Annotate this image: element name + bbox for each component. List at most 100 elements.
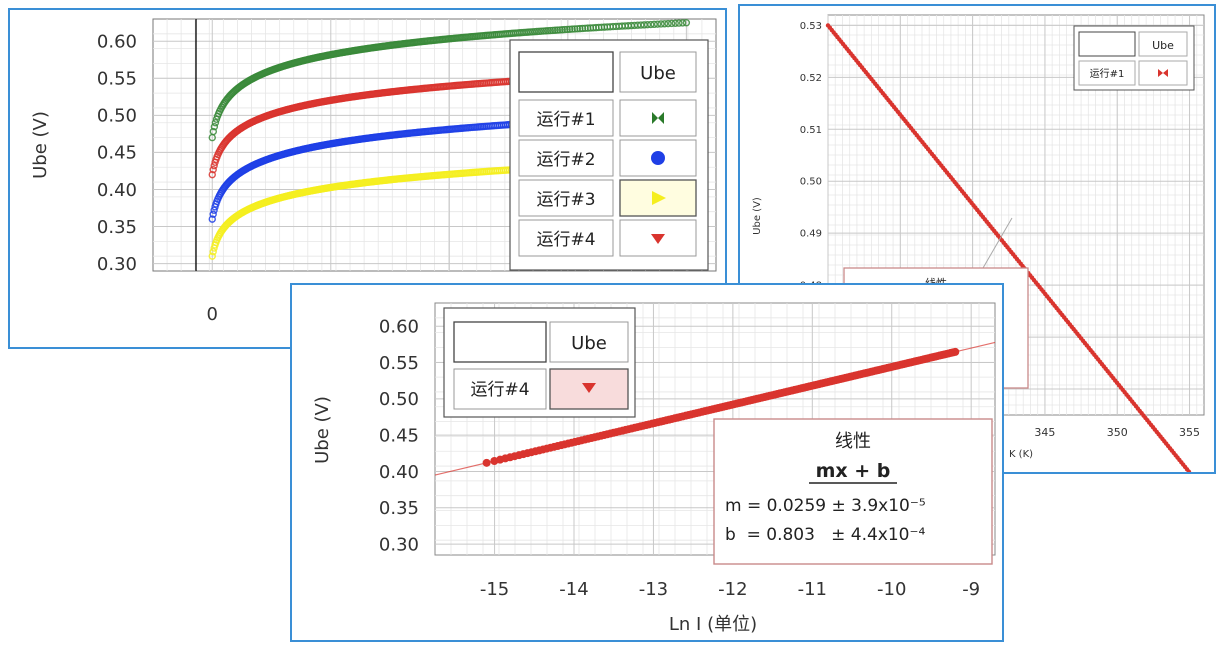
data-point: [643, 20, 652, 29]
data-point: [556, 26, 564, 34]
y-tick-label: 0.60: [97, 32, 137, 53]
data-point: [650, 20, 658, 29]
legend-row-1: [453, 368, 547, 410]
fit-box-frame: [713, 418, 993, 565]
data-point: [951, 347, 960, 356]
data-point: [209, 165, 217, 174]
fit-title: 线性: [835, 431, 871, 452]
data-point: [664, 19, 672, 28]
y-tick-label: 0.49: [800, 229, 822, 240]
y-tick-label: 0.50: [379, 389, 419, 410]
x-axis-label: K (K): [1009, 449, 1033, 460]
data-point: [208, 215, 216, 223]
legend-label-1: 运行#1: [536, 110, 595, 130]
y-tick-label: 0.55: [97, 69, 137, 90]
legend-header-cell: [619, 51, 697, 93]
legend-swatch-cell-1: [619, 99, 697, 137]
legend-swatch-cell-1: [549, 368, 629, 410]
y-tick-label: 0.53: [800, 21, 822, 32]
data-point: [211, 118, 220, 127]
legend-label-1: 运行#1: [1090, 67, 1125, 80]
chart-panel-lnI: 0.30 0.35 0.40 0.45 0.50 0.55 0.60 -15 -14 -13 -1…: [290, 283, 1004, 642]
data-point: [647, 20, 655, 29]
fit-intercept: b = 0.803 ± 4.4x10⁻⁴: [725, 525, 925, 545]
legend: Ube 运行#1 运行#2 运行#3 运行#4: [509, 39, 709, 271]
data-point: [482, 458, 491, 467]
y-tick-label: 0.52: [800, 73, 822, 84]
data-point: [553, 26, 562, 34]
y-tick-label: 0.45: [97, 143, 137, 164]
legend: Ube 运行#4: [443, 307, 636, 418]
series-group: [825, 23, 1192, 472]
chart-svg-runs: 0.300.350.400.450.500.550.60 020 Ube (V)…: [30, 18, 717, 325]
series-group: [434, 341, 996, 476]
legend-empty-header: [1078, 31, 1136, 57]
x-tick-label: -13: [639, 579, 668, 600]
data-point: [558, 26, 567, 34]
data-point: [660, 20, 669, 28]
y-tick-label: 0.51: [800, 125, 822, 136]
y-tick-label: 0.60: [379, 317, 419, 338]
y-tick-label: 0.55: [379, 353, 419, 374]
fit-callout-line: [982, 217, 1013, 269]
legend-header-cell: [1138, 31, 1188, 57]
data-point: [682, 19, 691, 27]
chart-svg-lnI: 0.300.350.400.450.500.550.60 -15 -14 -13 -1…: [312, 302, 996, 635]
x-tick-label: -14: [559, 579, 588, 600]
legend-empty-header: [453, 321, 547, 363]
data-point: [576, 24, 584, 33]
bowtie-marker-icon: [652, 112, 664, 124]
y-tick-label: 0.40: [97, 180, 137, 201]
x-tick-label: -11: [798, 579, 827, 600]
data-point: [671, 19, 679, 27]
chart-svg-temperature: 0.460.470.480.490.500.510.520.53 3353403…: [752, 14, 1205, 472]
data-point: [573, 25, 582, 33]
x-tick-label: -10: [877, 579, 906, 600]
data-point: [1189, 471, 1192, 472]
y-tick-label: 0.50: [97, 106, 137, 127]
circle-marker-icon: [651, 151, 665, 165]
x-tick-label: 350: [1107, 426, 1128, 439]
fit-box: 线性 mx + b m = 0.0259 ± 3.9x10⁻⁵ b = 0.80…: [713, 418, 993, 565]
y-tick-label: 0.30: [97, 254, 137, 275]
triangle-down-marker-icon: [582, 383, 596, 393]
legend-row-4: [518, 219, 614, 257]
x-tick-label: -15: [480, 579, 509, 600]
legend-header: Ube: [640, 63, 676, 84]
y-tick-labels: 0.30 0.35 0.40 0.45 0.50 0.55 0.60: [97, 32, 137, 275]
x-tick-labels: -15 -14 -13 -12 -11 -10 -9: [480, 579, 980, 600]
data-point: [209, 210, 217, 218]
data-point: [678, 19, 687, 27]
data-point: [209, 247, 217, 256]
y-axis-label: Ube (V): [30, 111, 51, 179]
data-point: [653, 20, 662, 28]
data-point: [210, 206, 218, 214]
x-tick-label: -9: [962, 579, 980, 600]
triangle-right-marker-icon: [652, 191, 666, 205]
data-point: [208, 170, 216, 179]
triangle-down-marker-icon: [651, 234, 665, 244]
fit-slope: m = 0.0259 ± 3.9x10⁻⁵: [725, 496, 926, 516]
data-point: [566, 25, 574, 33]
x-tick-label: -12: [718, 579, 747, 600]
y-tick-label: 0.45: [379, 425, 419, 446]
data-point: [208, 252, 216, 260]
y-tick-label: 0.35: [97, 217, 137, 238]
data-point: [563, 25, 571, 34]
data-point: [551, 26, 559, 34]
legend-header: Ube: [571, 333, 607, 354]
x-tick-label: 355: [1179, 426, 1200, 439]
x-tick-label: 0: [207, 304, 218, 325]
data-point: [571, 25, 579, 33]
chart-panel-temperature: 0.460.470.480.490.500.510.520.53 3353403…: [738, 4, 1216, 474]
data-point: [210, 161, 218, 170]
legend-label-4: 运行#4: [536, 230, 595, 250]
y-tick-label: 0.50: [800, 177, 822, 188]
data-point: [210, 122, 219, 131]
y-axis-label: Ube (V): [312, 396, 333, 464]
legend-row-2: [518, 139, 614, 177]
legend-label-2: 运行#2: [536, 150, 595, 170]
data-point: [667, 19, 676, 28]
y-tick-labels: 0.30 0.35 0.40 0.45 0.50 0.55 0.60: [379, 317, 419, 556]
fit-formula: mx + b: [816, 460, 891, 482]
